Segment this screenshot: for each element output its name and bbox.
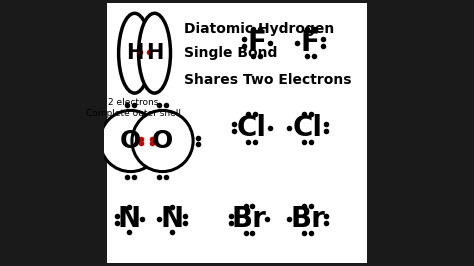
Ellipse shape [138,13,171,93]
Circle shape [132,110,193,172]
Text: O: O [152,129,173,153]
Text: O: O [120,129,141,153]
Text: Single Bond: Single Bond [184,46,277,60]
Text: Complete outer shell: Complete outer shell [86,109,181,118]
Text: H: H [126,43,143,63]
Text: Cl: Cl [237,114,267,142]
Text: N: N [160,205,183,234]
Text: F: F [301,28,319,57]
Circle shape [100,110,161,172]
Text: Br: Br [231,205,266,234]
Text: Br: Br [290,205,325,234]
Text: 2 electrons: 2 electrons [108,98,158,107]
Text: N: N [118,205,141,234]
Text: Shares Two Electrons: Shares Two Electrons [184,73,351,87]
Text: F: F [247,28,266,57]
Text: H: H [146,43,163,63]
Ellipse shape [118,13,151,93]
Text: Diatomic Hydrogen: Diatomic Hydrogen [184,22,334,36]
Text: Cl: Cl [292,114,322,142]
